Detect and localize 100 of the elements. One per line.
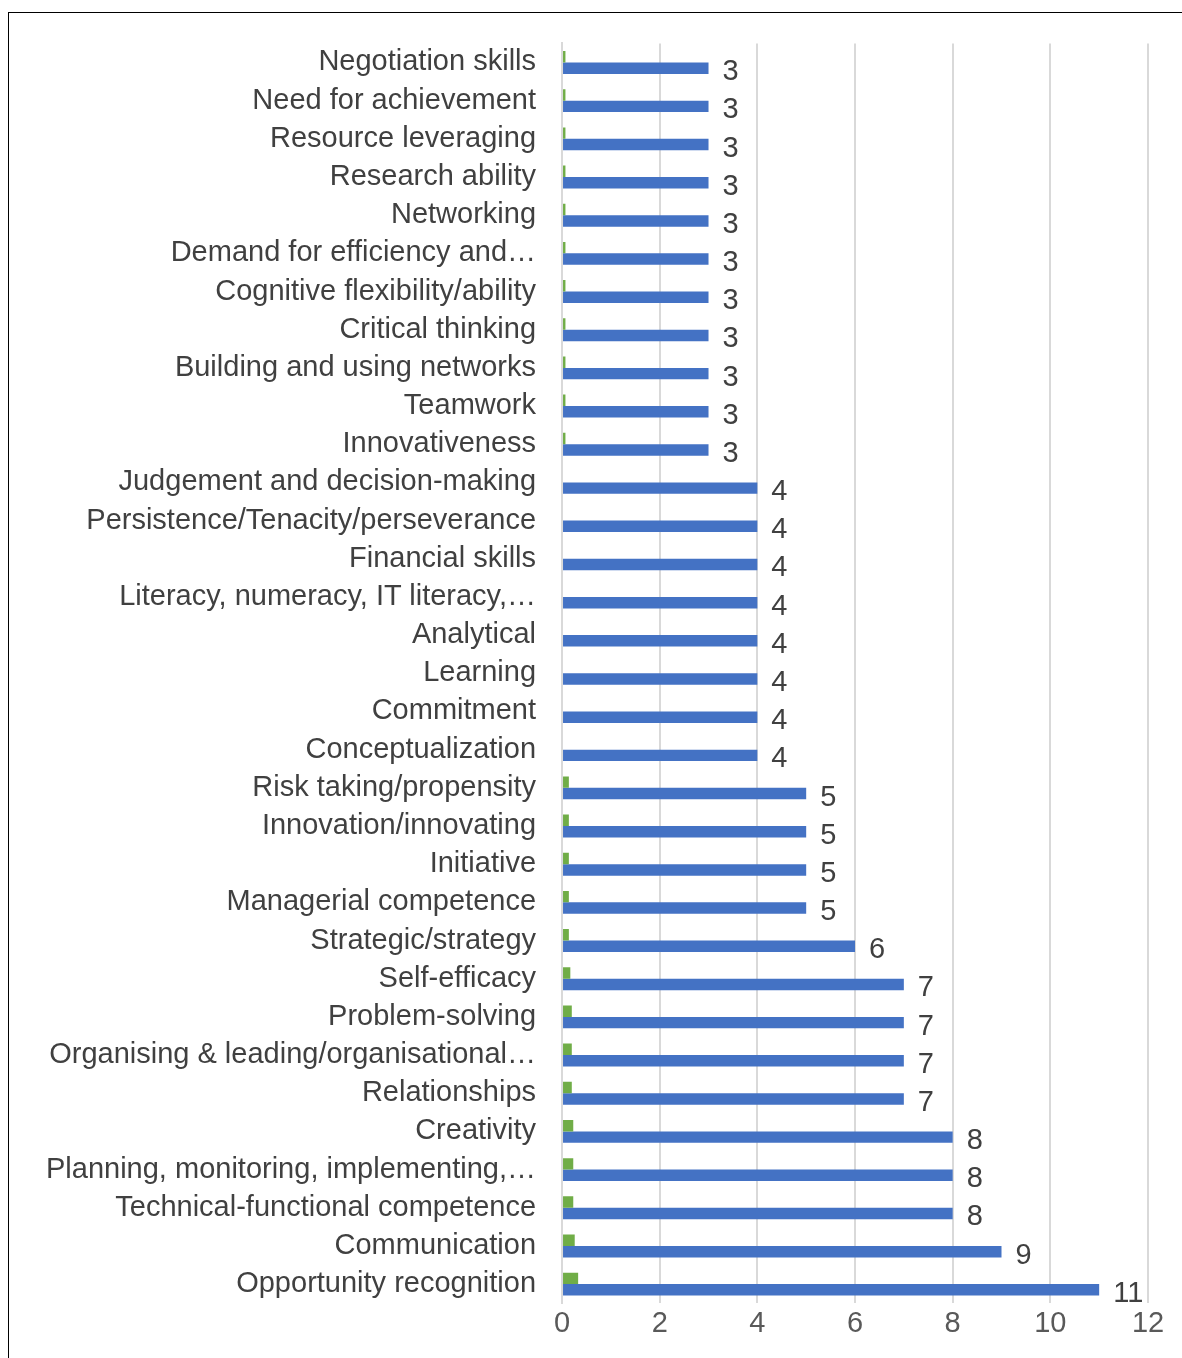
- y-tick-label: Research ability: [329, 159, 537, 192]
- bar: [563, 852, 569, 865]
- data-label: 7: [917, 1008, 934, 1041]
- bar: [563, 864, 807, 876]
- data-label: 3: [722, 397, 739, 430]
- data-label: 3: [722, 283, 739, 316]
- data-label: 4: [771, 703, 788, 736]
- data-label: 4: [771, 550, 788, 583]
- y-tick-label: Networking: [390, 197, 537, 230]
- x-tick-label: 12: [1131, 1305, 1165, 1338]
- bar: [563, 520, 758, 533]
- data-label: 4: [771, 512, 788, 545]
- bar: [563, 673, 758, 685]
- data-label: 6: [869, 932, 886, 965]
- bar: [563, 596, 758, 609]
- y-tick-label: Innovation/innovating: [261, 808, 537, 840]
- y-tick-label: Judgement and decision-making: [118, 464, 537, 497]
- y-tick-label: Learning: [423, 655, 537, 688]
- x-tick-label: 2: [651, 1305, 668, 1338]
- bar: [563, 62, 709, 74]
- bar: [563, 215, 709, 227]
- x-tick-label: 0: [553, 1305, 571, 1338]
- x-tick-label: 8: [944, 1305, 961, 1338]
- data-label: 3: [722, 206, 739, 239]
- bar: [563, 1005, 572, 1017]
- bar: [563, 1055, 904, 1067]
- bar: [563, 1245, 1002, 1258]
- y-tick-label: Teamwork: [403, 388, 537, 421]
- y-tick-label: Negotiation skills: [318, 44, 537, 77]
- data-label: 4: [771, 741, 788, 774]
- data-label: 4: [771, 588, 788, 621]
- y-tick-label: Critical thinking: [339, 311, 537, 344]
- bar: [563, 138, 709, 151]
- y-tick-label: Persistence/Tenacity/perseverance: [86, 502, 537, 535]
- data-label: 3: [722, 54, 739, 87]
- bar: [563, 329, 709, 342]
- bar: [563, 929, 569, 941]
- y-tick-label: Planning, monitoring, implementing,…: [46, 1151, 537, 1184]
- x-tick-label: 6: [846, 1305, 864, 1338]
- bar: [563, 814, 569, 826]
- bar: [563, 444, 709, 456]
- data-label: 3: [722, 321, 739, 354]
- bar: [563, 635, 758, 647]
- bar: [563, 967, 571, 979]
- bar: [563, 978, 904, 991]
- y-tick-label: Organising & leading/organisational…: [49, 1037, 537, 1070]
- bar: [563, 100, 709, 113]
- data-label: 3: [722, 168, 739, 201]
- y-tick-label: Need for achievement: [252, 82, 537, 115]
- x-tick-label: 4: [749, 1305, 766, 1338]
- data-label: 9: [1015, 1237, 1032, 1270]
- data-label: 5: [820, 894, 837, 927]
- bar: [563, 890, 569, 903]
- y-tick-label: Creativity: [415, 1113, 537, 1146]
- bar: [563, 253, 709, 265]
- data-label: 7: [917, 1046, 934, 1079]
- y-tick-label: Initiative: [429, 846, 537, 879]
- y-tick-label: Analytical: [411, 617, 537, 650]
- data-label: 5: [820, 779, 837, 812]
- data-label: 5: [820, 817, 837, 850]
- bar: [563, 1196, 574, 1208]
- y-tick-label: Managerial competence: [226, 884, 537, 917]
- bar: [563, 1234, 575, 1246]
- data-label: 3: [722, 92, 739, 125]
- data-label: 3: [722, 359, 739, 392]
- bar: [563, 1207, 953, 1220]
- data-label: 4: [771, 474, 788, 507]
- data-label: 7: [917, 970, 934, 1003]
- data-label: 3: [722, 130, 739, 163]
- y-tick-label: Conceptualization: [305, 731, 537, 764]
- bar: [563, 1093, 904, 1105]
- bar: [563, 406, 709, 418]
- y-tick-label: Problem-solving: [328, 998, 537, 1031]
- y-tick-label: Technical-functional competence: [115, 1189, 537, 1222]
- bar: [563, 902, 807, 914]
- y-tick-label: Self-efficacy: [378, 960, 537, 993]
- bar: [563, 558, 758, 571]
- bar: [563, 1169, 953, 1182]
- bar: [563, 482, 758, 494]
- bar: [563, 940, 856, 952]
- y-tick-label: Cognitive flexibility/ability: [215, 273, 537, 306]
- y-tick-label: Communication: [334, 1227, 537, 1260]
- y-tick-label: Innovativeness: [342, 426, 537, 459]
- y-tick-label: Resource leveraging: [270, 120, 537, 153]
- y-tick-label: Strategic/strategy: [310, 922, 537, 955]
- y-tick-label: Opportunity recognition: [236, 1266, 537, 1299]
- bar: [563, 177, 709, 189]
- bar: [563, 749, 758, 762]
- bar: [563, 826, 807, 838]
- y-tick-label: Demand for efficiency and…: [170, 235, 537, 268]
- y-tick-label: Building and using networks: [174, 349, 537, 382]
- data-label: 8: [966, 1161, 983, 1194]
- bar: [563, 711, 758, 723]
- data-label: 4: [771, 626, 788, 659]
- y-tick-label: Risk taking/propensity: [252, 769, 537, 802]
- data-label: 5: [820, 855, 837, 888]
- data-label: 7: [917, 1084, 934, 1117]
- data-label: 11: [1113, 1275, 1144, 1308]
- bar: [563, 1131, 953, 1143]
- bar: [563, 1284, 1100, 1296]
